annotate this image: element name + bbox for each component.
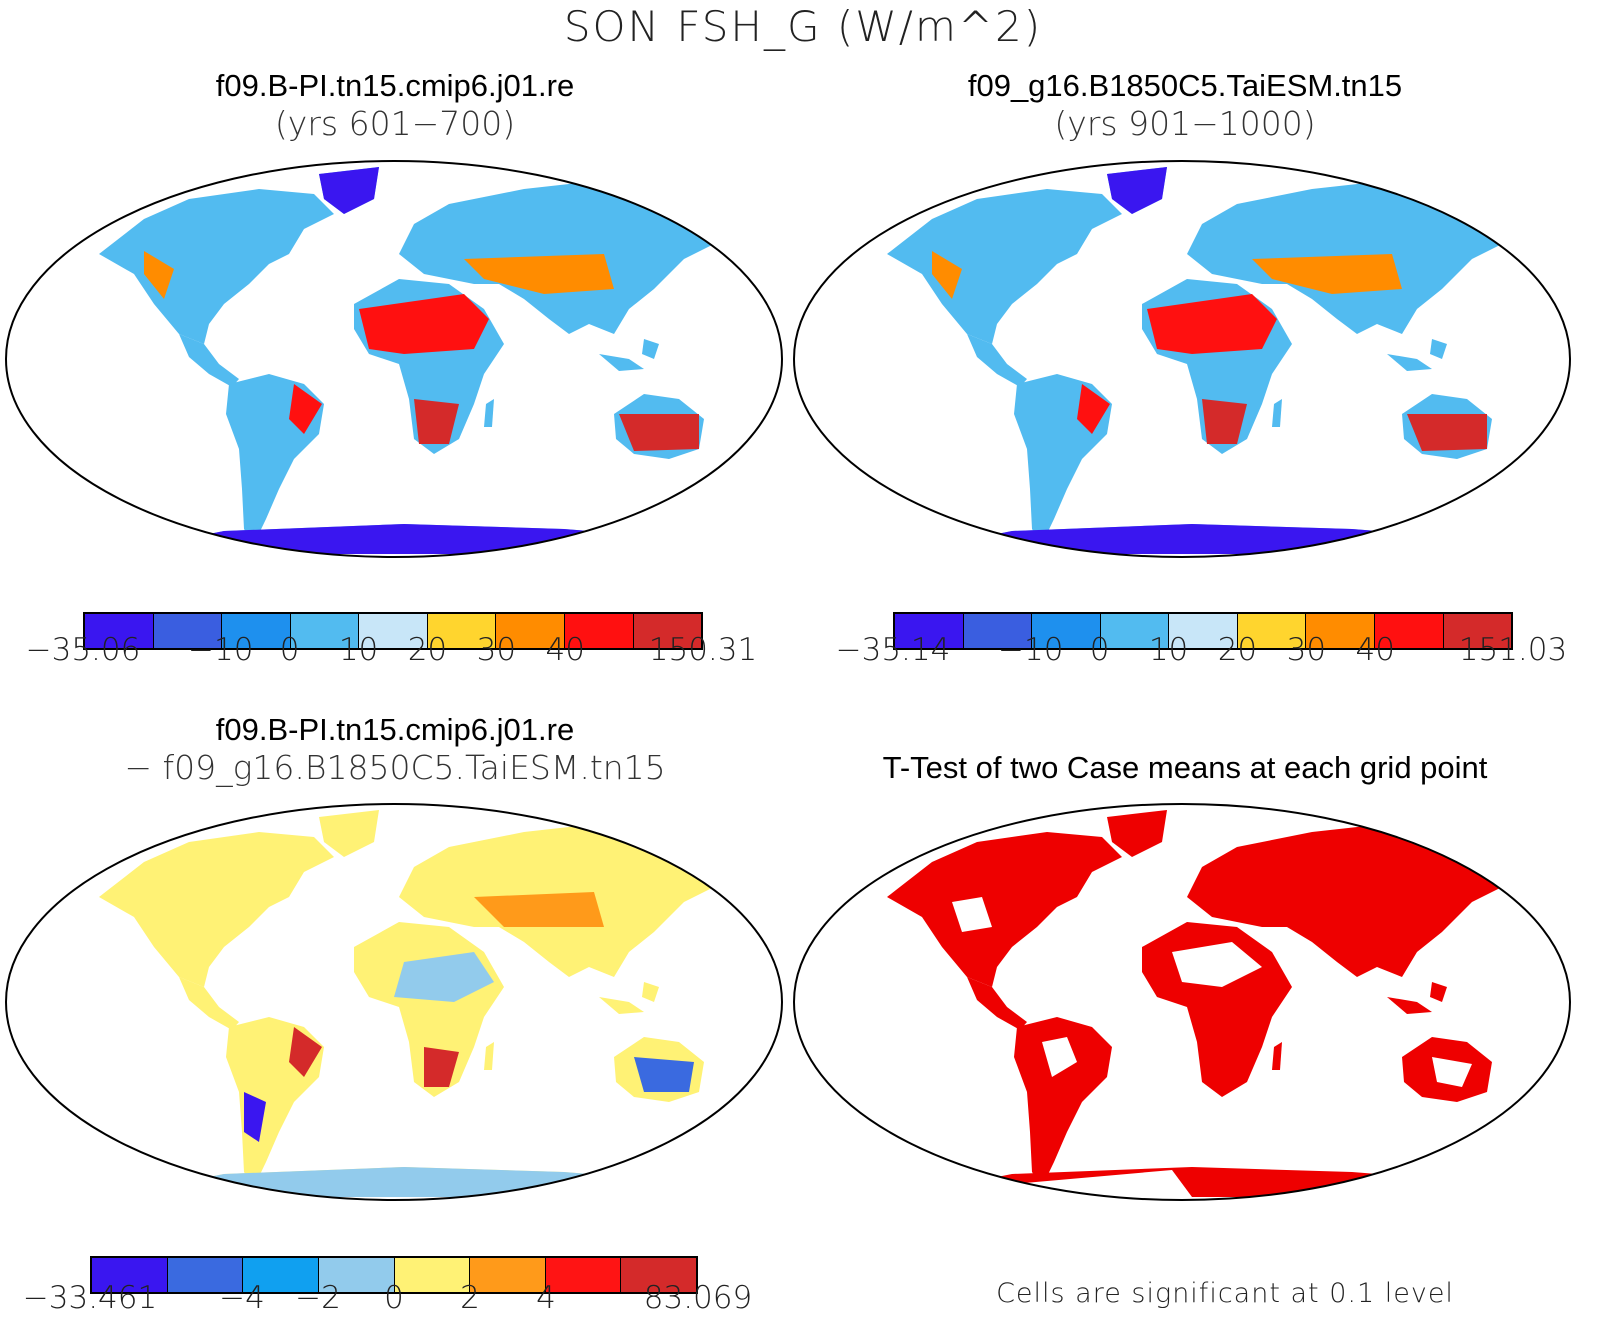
map-bottom-right — [793, 803, 1571, 1201]
colorbar-cell — [290, 614, 360, 648]
brazil-diff-region — [289, 1027, 322, 1077]
west-na-hot-region — [144, 251, 174, 299]
colorbar-tick-label: −35.14 — [835, 632, 951, 668]
colorbar-tick-label: 0 — [1089, 632, 1110, 668]
colorbar-tick-label: 30 — [1286, 632, 1327, 668]
colorbar-tick-label: 151.03 — [1458, 632, 1568, 668]
map-top-right — [793, 160, 1571, 558]
colorbar-cell — [427, 614, 497, 648]
colorbar-tick-label: 10 — [338, 632, 379, 668]
colorbar-tick-label: 20 — [407, 632, 448, 668]
colorbar-cell — [167, 1258, 244, 1292]
colorbar-cell — [545, 1258, 622, 1292]
colorbar-cell — [1306, 614, 1375, 648]
colorbar-tick-label: 150.31 — [648, 632, 758, 668]
colorbar-cell — [153, 614, 223, 648]
southern-africa-hot-region — [1202, 399, 1247, 444]
colorbar-cell — [1032, 614, 1101, 648]
panel-bottom-left-title: f09.B-PI.tn15.cmip6.j01.re − f09_g16.B18… — [0, 712, 790, 787]
panel-title-line1: f09.B-PI.tn15.cmip6.j01.re — [215, 712, 575, 747]
map-bottom-left — [5, 803, 783, 1201]
australia-hot-region — [1407, 414, 1487, 451]
colorbar-bottom-left — [90, 1256, 698, 1294]
colorbar-cell — [222, 614, 291, 648]
significance-note: Cells are significant at 0.1 level — [996, 1278, 1454, 1309]
colorbar-tick-label: −10 — [188, 632, 254, 668]
argentina-diff-region — [244, 1092, 266, 1142]
colorbar-tick-label: 83.069 — [643, 1280, 753, 1316]
insignificant-area — [1042, 1037, 1077, 1077]
colorbar-cell — [633, 614, 702, 648]
colorbar-cell — [1169, 614, 1238, 648]
colorbar-cell — [564, 614, 634, 648]
southern-africa-diff-region — [424, 1047, 459, 1087]
panel-title-line2: (yrs 601−700) — [274, 104, 516, 143]
colorbar-top-right — [893, 612, 1513, 650]
colorbar-tick-label: 2 — [460, 1280, 480, 1316]
colorbar-cell — [621, 1258, 696, 1292]
greenland-cold-region — [319, 167, 379, 214]
colorbar-cell — [318, 1258, 395, 1292]
colorbar-top-left — [83, 612, 703, 650]
colorbar-tick-label: 40 — [545, 632, 585, 668]
southern-africa-hot-region — [414, 399, 459, 444]
colorbar-tick-label: −33.461 — [22, 1280, 158, 1316]
colorbar-cell — [963, 614, 1033, 648]
ttest-title: T-Test of two Case means at each grid po… — [882, 750, 1488, 785]
insignificant-area — [952, 897, 992, 932]
panel-title-line1: f09_g16.B1850C5.TaiESM.tn15 — [967, 68, 1403, 103]
colorbar-cell — [1443, 614, 1512, 648]
asia-diff-region — [474, 892, 604, 927]
colorbar-bottom-left-ticks: −33.461 −4 −2 0 2 4 83.069 — [23, 1280, 752, 1320]
insignificant-area — [1432, 1057, 1472, 1087]
colorbar-tick-label: 0 — [384, 1280, 404, 1316]
africa-diff-region — [394, 952, 494, 1002]
panel-title-line2: (yrs 901−1000) — [1054, 104, 1316, 143]
map-boundary — [793, 160, 1571, 558]
central-asia-hot-region — [1252, 254, 1402, 294]
colorbar-cell — [85, 614, 154, 648]
australia-hot-region — [619, 414, 699, 451]
sahara-hot-region — [1147, 294, 1277, 354]
colorbar-cell — [92, 1258, 168, 1292]
colorbar-tick-label: 0 — [279, 632, 300, 668]
australia-diff-region — [634, 1057, 694, 1092]
colorbar-cell — [1100, 614, 1170, 648]
colorbar-tick-label: −4 — [219, 1280, 265, 1316]
colorbar-cell — [470, 1258, 546, 1292]
colorbar-cell — [1374, 614, 1444, 648]
map-boundary — [5, 160, 783, 558]
colorbar-tick-label: −2 — [295, 1280, 341, 1316]
colorbar-tick-label: 10 — [1148, 632, 1189, 668]
colorbar-cell — [1237, 614, 1307, 648]
colorbar-cell — [394, 1258, 471, 1292]
colorbar-cell — [359, 614, 428, 648]
colorbar-cell — [895, 614, 964, 648]
colorbar-tick-label: −10 — [998, 632, 1064, 668]
west-na-hot-region — [932, 251, 962, 299]
colorbar-tick-label: −35.06 — [25, 632, 141, 668]
panel-title-line2: − f09_g16.B1850C5.TaiESM.tn15 — [124, 748, 666, 787]
brazil-hot-region — [289, 384, 322, 434]
map-boundary — [5, 803, 783, 1201]
central-asia-hot-region — [464, 254, 614, 294]
colorbar-top-left-ticks: −35.06 −10 0 10 20 30 40 150.31 — [26, 632, 758, 672]
colorbar-top-right-ticks: −35.14 −10 0 10 20 30 40 151.03 — [836, 632, 1568, 672]
map-top-left — [5, 160, 783, 558]
figure-title: SON FSH_G (W/m^2) — [563, 2, 1043, 51]
colorbar-tick-label: 30 — [476, 632, 517, 668]
map-boundary — [793, 803, 1571, 1201]
colorbar-tick-label: 4 — [536, 1280, 556, 1316]
colorbar-cell — [243, 1258, 319, 1292]
colorbar-cell — [496, 614, 565, 648]
panel-top-right-title: f09_g16.B1850C5.TaiESM.tn15 (yrs 901−100… — [790, 68, 1580, 143]
panel-top-left-title: f09.B-PI.tn15.cmip6.j01.re (yrs 601−700) — [0, 68, 790, 143]
panel-title-line1: f09.B-PI.tn15.cmip6.j01.re — [215, 68, 575, 103]
insignificant-area — [1172, 942, 1262, 987]
colorbar-tick-label: 40 — [1355, 632, 1395, 668]
brazil-hot-region — [1077, 384, 1110, 434]
colorbar-tick-label: 20 — [1217, 632, 1258, 668]
greenland-cold-region — [1107, 167, 1167, 214]
sahara-hot-region — [359, 294, 489, 354]
